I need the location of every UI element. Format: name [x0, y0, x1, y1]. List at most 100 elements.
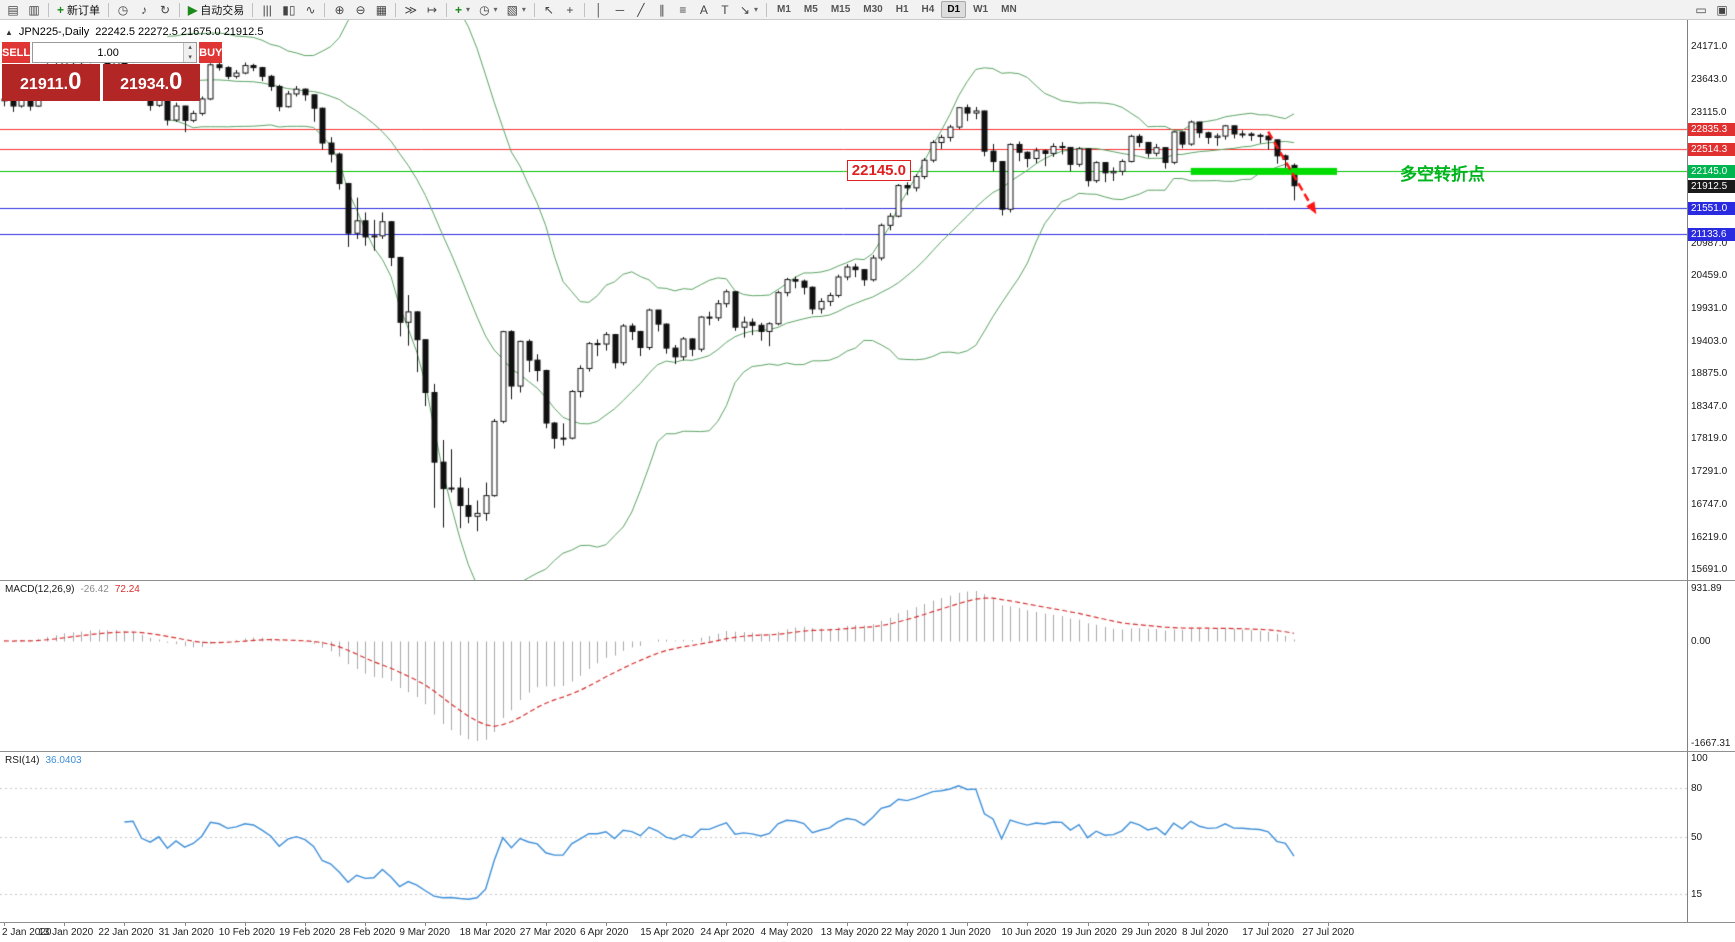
lot-size-input[interactable] — [33, 43, 184, 62]
zoom-out-button[interactable]: ⊖ — [350, 1, 370, 19]
indicators-button[interactable]: + ▾ — [451, 1, 474, 19]
periods-button[interactable]: ◷ ▾ — [475, 1, 502, 19]
arrows-tool-button[interactable]: ↘ ▾ — [736, 1, 762, 19]
maximize-window-icon: ▣ — [1716, 2, 1728, 17]
sell-button[interactable]: SELL — [2, 42, 31, 63]
price-axis-label: 23115.0 — [1691, 106, 1727, 118]
price-axis-label: 20459.0 — [1691, 270, 1728, 282]
time-axis-tick — [1268, 923, 1269, 926]
new-chart-icon: ▤ — [7, 2, 19, 17]
time-axis-tick — [185, 923, 186, 926]
vertical-line-button[interactable]: │ — [589, 1, 609, 19]
auto-scroll-icon: ≫ — [404, 2, 418, 17]
lot-increase-button[interactable]: ▴ — [184, 43, 197, 53]
line-chart-mode-button[interactable]: ∿ — [300, 1, 320, 19]
time-axis-tick — [365, 923, 366, 926]
time-axis-tick — [4, 923, 5, 926]
timeframe-mn-button[interactable]: MN — [1001, 4, 1017, 15]
indicators-caret-icon: ▾ — [466, 5, 471, 14]
new-chart-button[interactable]: ▤ — [3, 1, 23, 19]
history-center-button[interactable]: ◷ — [113, 1, 133, 19]
bar-chart-mode-button[interactable]: ||| — [257, 1, 277, 19]
chart-window: ▲ JPN225-,Daily 22242.5 22272.5 21675.0 … — [0, 20, 1735, 942]
price-axis-label: 23643.0 — [1691, 74, 1728, 86]
toolbar-separator — [446, 2, 448, 17]
time-axis-tick — [64, 923, 65, 926]
horizontal-line-button[interactable]: ─ — [610, 1, 630, 19]
tile-windows-button[interactable]: ▦ — [371, 1, 391, 19]
auto-scroll-button[interactable]: ≫ — [400, 1, 421, 19]
chart-shift-button[interactable]: ↦ — [422, 1, 442, 19]
time-axis-tick — [1208, 923, 1209, 926]
macd-canvas[interactable] — [0, 581, 1687, 751]
templates-button[interactable]: ▧ ▾ — [503, 1, 530, 19]
price-chart-canvas[interactable] — [0, 20, 1687, 580]
crosshair-button[interactable]: + — [560, 1, 580, 19]
sell-price-button[interactable]: 21911. 0 — [2, 64, 100, 101]
time-axis[interactable]: 2 Jan 2020 13 Jan 2020 22 Jan 2020 31 Jan 2… — [0, 923, 1735, 942]
macd-axis-label: -1667.31 — [1691, 738, 1731, 749]
time-axis-tick — [1328, 923, 1329, 926]
timeframe-m5-button[interactable]: M5 — [803, 4, 818, 15]
macd-title: MACD(12,26,9) -26.42 72.24 — [5, 584, 140, 595]
auto-trading-button[interactable]: ▶ 自动交易 — [184, 1, 248, 19]
ohlc-values: 22242.5 22272.5 21675.0 21912.5 — [95, 26, 264, 38]
cursor-button[interactable]: ↖ — [539, 1, 559, 19]
zoom-in-button[interactable]: ⊕ — [329, 1, 349, 19]
price-tag-22835-3: 22835.3 — [1688, 122, 1735, 136]
rsi-panel: RSI(14) 36.0403 100 80 50 15 — [0, 752, 1735, 923]
turning-point-note[interactable]: 多空转折点 — [1400, 165, 1485, 185]
price-axis[interactable]: 24171.0 23643.0 23115.0 20987.0 20459.0 19931… — [1687, 20, 1735, 580]
equidistant-channel-button[interactable]: ∥ — [652, 1, 672, 19]
timeframe-w1-button[interactable]: W1 — [973, 4, 989, 15]
periods-caret-icon: ▾ — [493, 5, 498, 14]
timeframe-h1-button[interactable]: H1 — [895, 4, 909, 15]
macd-label: MACD(12,26,9) — [5, 584, 75, 595]
text-label-icon: T — [721, 2, 729, 17]
date-label: 27 Jul 2020 — [1302, 927, 1355, 938]
price-axis-label: 18347.0 — [1691, 400, 1728, 412]
timeframe-d1-button[interactable]: D1 — [941, 1, 967, 18]
profiles-button[interactable]: ▥ — [24, 1, 44, 19]
trendline-button[interactable]: ╱ — [631, 1, 651, 19]
timeframe-m30-button[interactable]: M30 — [863, 4, 883, 15]
timeframe-m1-button[interactable]: M1 — [777, 4, 791, 15]
time-axis-tick — [907, 923, 908, 926]
candlestick-mode-button[interactable]: ▮▯ — [278, 1, 299, 19]
alerts-button[interactable]: ♪ — [134, 1, 154, 19]
toolbar-separator — [252, 2, 254, 17]
buy-price-main: 21934. — [120, 76, 170, 93]
chart-shift-icon: ↦ — [427, 2, 438, 17]
macd-signal-value: 72.24 — [114, 584, 140, 595]
rsi-axis[interactable]: 100 80 50 15 — [1687, 752, 1735, 922]
fibonacci-button[interactable]: ≡ — [673, 1, 693, 19]
maximize-window-button[interactable]: ▣ — [1712, 1, 1732, 19]
buy-button[interactable]: BUY — [199, 42, 223, 63]
text-label-button[interactable]: T — [715, 1, 735, 19]
rsi-canvas[interactable] — [0, 752, 1687, 922]
price-axis-label: 20987.0 — [1691, 237, 1728, 249]
zoom-in-icon: ⊕ — [334, 2, 345, 17]
date-label: 13 Jan 2020 — [38, 927, 94, 938]
price-axis-label: 16219.0 — [1691, 531, 1728, 543]
macd-axis[interactable]: 931.89 0.00 -1667.31 — [1687, 581, 1735, 751]
lot-decrease-button[interactable]: ▾ — [184, 52, 197, 62]
date-label: 9 Mar 2020 — [399, 927, 450, 938]
timeframe-h4-button[interactable]: H4 — [921, 4, 935, 15]
text-button[interactable]: A — [694, 1, 714, 19]
restore-window-icon: ▭ — [1695, 2, 1707, 17]
time-axis-tick — [787, 923, 788, 926]
rsi-title: RSI(14) 36.0403 — [5, 755, 82, 766]
price-note[interactable]: 22145.0 — [846, 160, 912, 182]
restore-window-button[interactable]: ▭ — [1691, 1, 1711, 19]
buy-price-button[interactable]: 21934. 0 — [102, 64, 200, 101]
price-axis-label: 19931.0 — [1691, 302, 1728, 314]
time-axis-tick — [1027, 923, 1028, 926]
text-icon: A — [699, 2, 708, 17]
refresh-button[interactable]: ↻ — [155, 1, 175, 19]
new-order-button[interactable]: + 新订单 — [53, 1, 104, 19]
macd-value: -26.42 — [80, 584, 109, 595]
one-click-toggle-icon[interactable]: ▲ — [5, 27, 13, 37]
timeframe-m15-button[interactable]: M15 — [830, 4, 851, 15]
rsi-label: RSI(14) — [5, 755, 40, 766]
